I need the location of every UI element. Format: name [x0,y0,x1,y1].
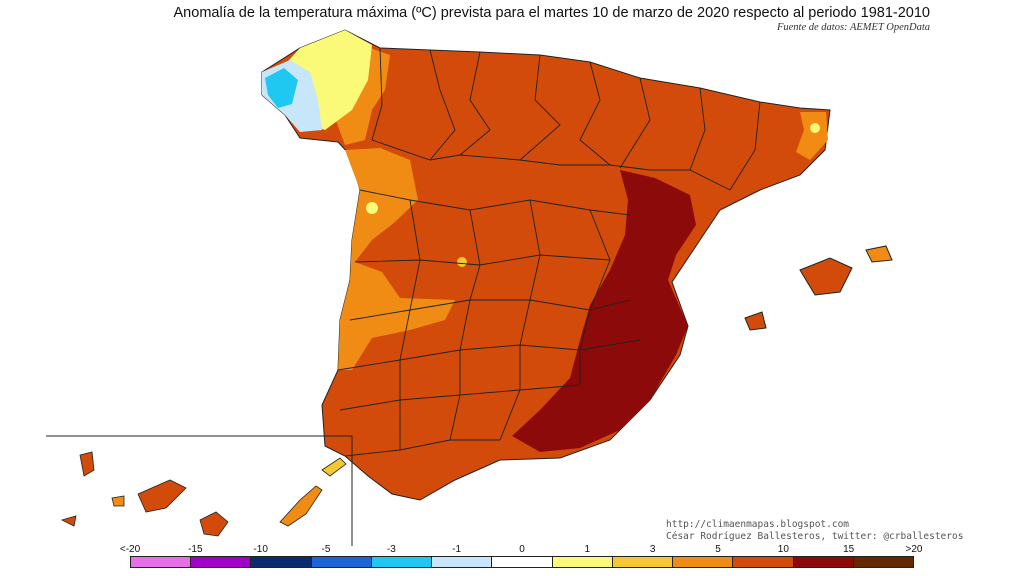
scale-tick-label: 5 [715,544,721,555]
data-source: Fuente de datos: AEMET OpenData [776,22,930,33]
scale-swatch [251,557,312,567]
scale-tick-label: -10 [253,544,268,555]
scale-tick-label: 1 [584,544,591,555]
scale-tick-label: 3 [649,544,656,555]
anomaly-5-10-west [338,148,455,370]
scale-swatch [492,557,553,567]
region-borders [337,47,761,457]
scale-tick-label: -5 [321,544,331,555]
scale-swatch [131,557,192,567]
scale-tick-label: -3 [386,544,396,555]
anomaly-5-10-catalonia [796,112,828,160]
yellow-spot [810,123,820,133]
canary-tenerife [137,479,187,513]
color-scale-bar [130,556,914,568]
map-title: Anomalía de la temperatura máxima (ºC) p… [173,5,930,21]
scale-swatch [733,557,794,567]
canary-gran-canaria [199,511,229,537]
anomaly-5-10-north [335,48,390,145]
scale-swatch [853,557,914,567]
yellow-spot [457,257,467,267]
balearic-ibiza [744,311,767,331]
balearic-mallorca [799,257,853,296]
scale-tick-label: >20 [905,544,923,555]
credit-blog: http://climaenmapas.blogspot.com [666,519,850,530]
anomaly-neg3-neg1-galicia [265,68,298,108]
yellow-spot [366,202,378,214]
scale-tick-label: -1 [452,544,462,555]
credit-author: César Rodríguez Ballesteros, twitter: @c… [666,531,964,542]
canary-fuerteventura [279,485,323,527]
scale-swatch [191,557,252,567]
canary-lanzarote [321,457,347,477]
scale-swatch [432,557,493,567]
scale-swatch [552,557,613,567]
anomaly-15-20-east [512,170,696,452]
scale-tick-label: 15 [843,544,855,555]
canary-la-gomera [111,495,125,507]
scale-tick-label: 10 [777,544,789,555]
scale-swatch [793,557,854,567]
scale-tick-label: 0 [519,544,525,555]
scale-tick-label: <-20 [119,544,141,555]
scale-swatch [612,557,674,567]
scale-swatch [371,557,433,567]
scale-tick-label: -15 [188,544,203,555]
scale-swatch [673,557,734,567]
canary-el-hierro [60,515,77,527]
canary-la-palma [79,451,95,477]
scale-swatch [311,557,372,567]
balearic-menorca [865,245,893,263]
canary-inset-frame [46,435,353,546]
